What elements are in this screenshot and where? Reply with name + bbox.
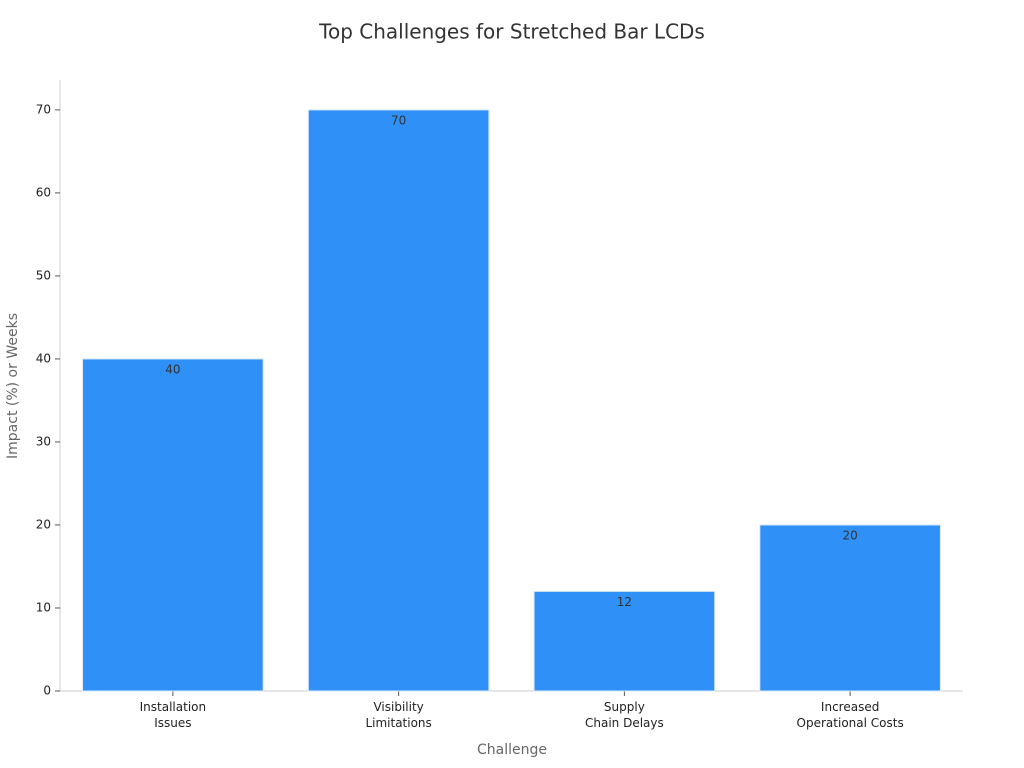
y-tick-label: 20 xyxy=(36,517,51,531)
value-label: 20 xyxy=(842,528,857,542)
value-label: 40 xyxy=(165,362,180,376)
y-tick-label: 0 xyxy=(43,684,51,698)
y-axis-title: Impact (%) or Weeks xyxy=(5,313,21,459)
x-tick-label: Visibility Limitations xyxy=(365,700,432,730)
value-label: 12 xyxy=(617,595,632,609)
y-tick-label: 30 xyxy=(36,434,51,448)
y-tick-label: 50 xyxy=(36,268,51,282)
bar xyxy=(533,590,716,692)
x-axis-title: Challenge xyxy=(477,742,547,758)
bar xyxy=(759,524,941,692)
x-tick-label: Installation Issues xyxy=(139,700,207,730)
y-tick-label: 60 xyxy=(36,185,51,199)
bar xyxy=(82,358,264,692)
y-tick-label: 70 xyxy=(36,102,51,116)
chart-title: Top Challenges for Stretched Bar LCDs xyxy=(318,20,705,44)
y-tick-label: 10 xyxy=(36,600,51,614)
y-tick-label: 40 xyxy=(36,351,51,365)
x-tick-label: Increased Operational Costs xyxy=(796,700,904,730)
value-label: 70 xyxy=(391,113,406,127)
bar xyxy=(307,109,490,692)
x-tick-label: Supply Chain Delays xyxy=(584,700,664,730)
